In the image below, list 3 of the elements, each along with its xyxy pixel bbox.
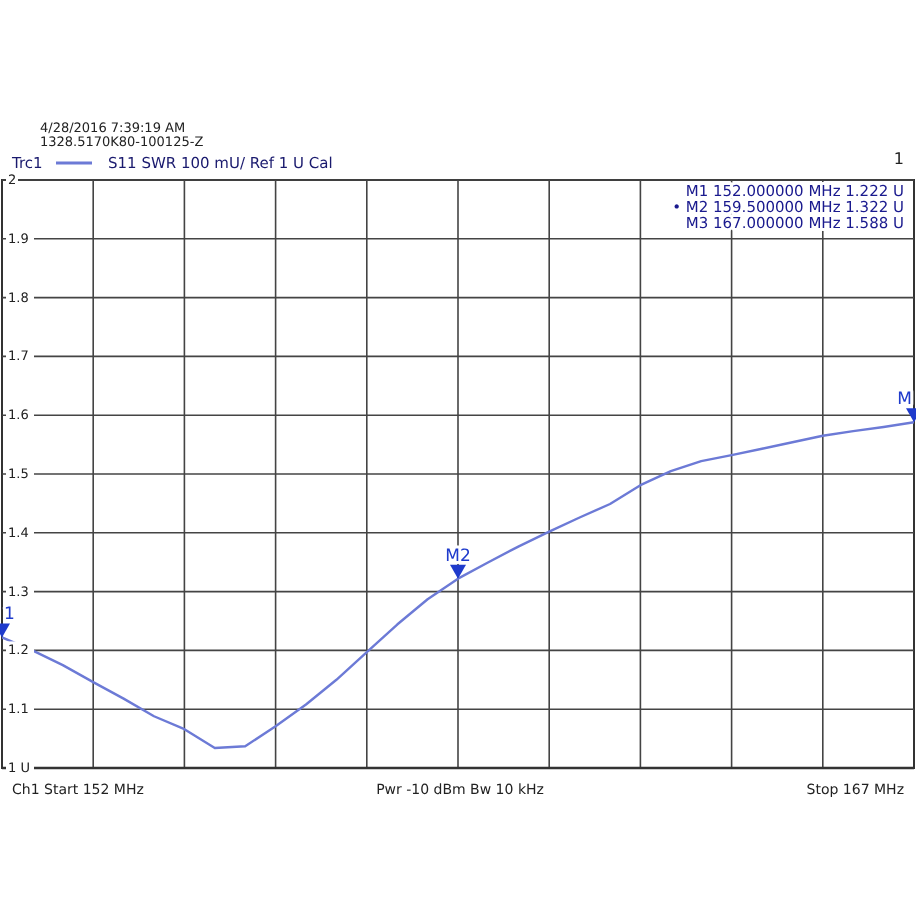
annotation: 1	[4, 605, 15, 626]
annotation: M	[897, 390, 912, 411]
text: 1	[893, 150, 904, 168]
